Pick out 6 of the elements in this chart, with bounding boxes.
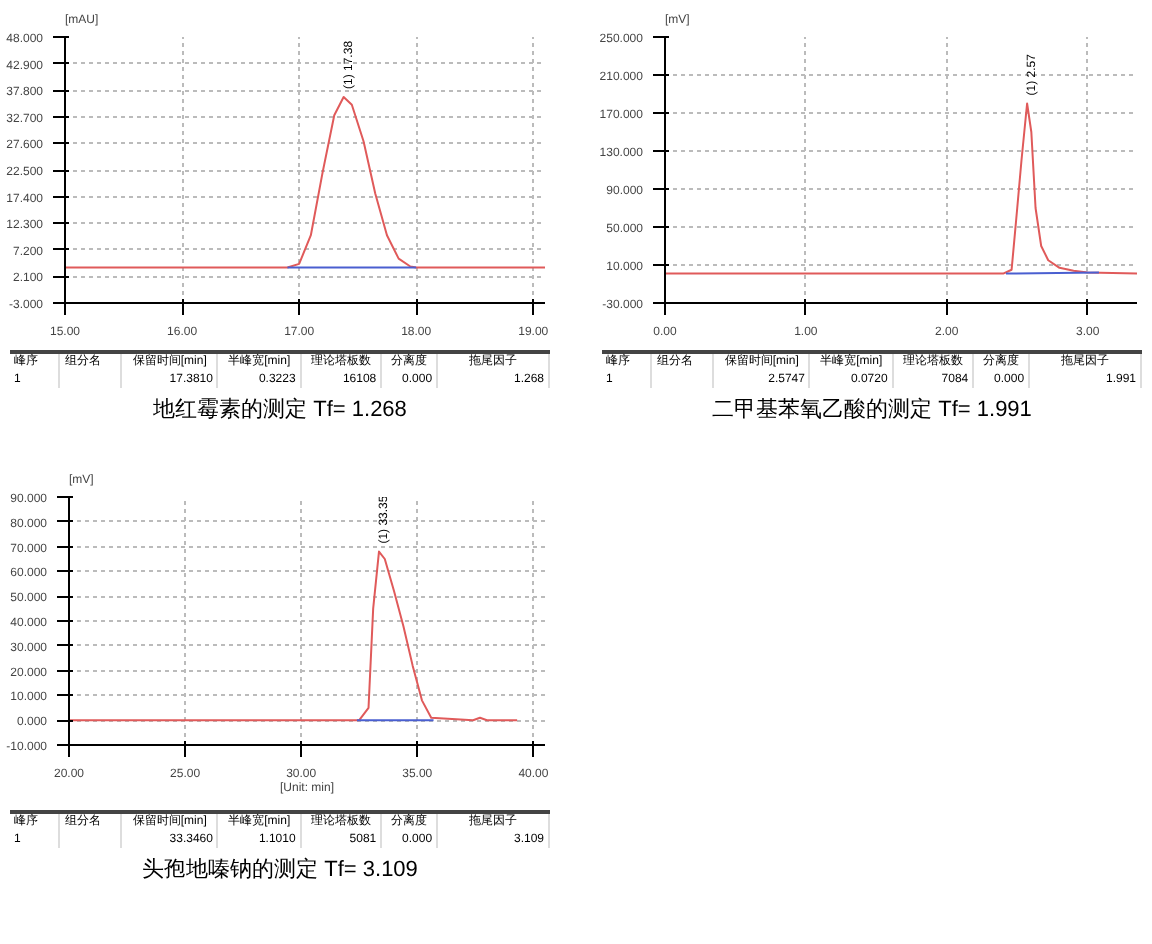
text: 二甲基苯氧乙酸的测定 Tf= 1.991 bbox=[710, 396, 1034, 427]
line-series bbox=[69, 550, 519, 722]
line-series bbox=[65, 95, 545, 269]
text: 地红霉素的测定 Tf= 1.268 bbox=[151, 396, 409, 427]
text: 头孢地嗪钠的测定 Tf= 3.109 bbox=[140, 856, 420, 887]
line-series bbox=[665, 102, 1137, 275]
